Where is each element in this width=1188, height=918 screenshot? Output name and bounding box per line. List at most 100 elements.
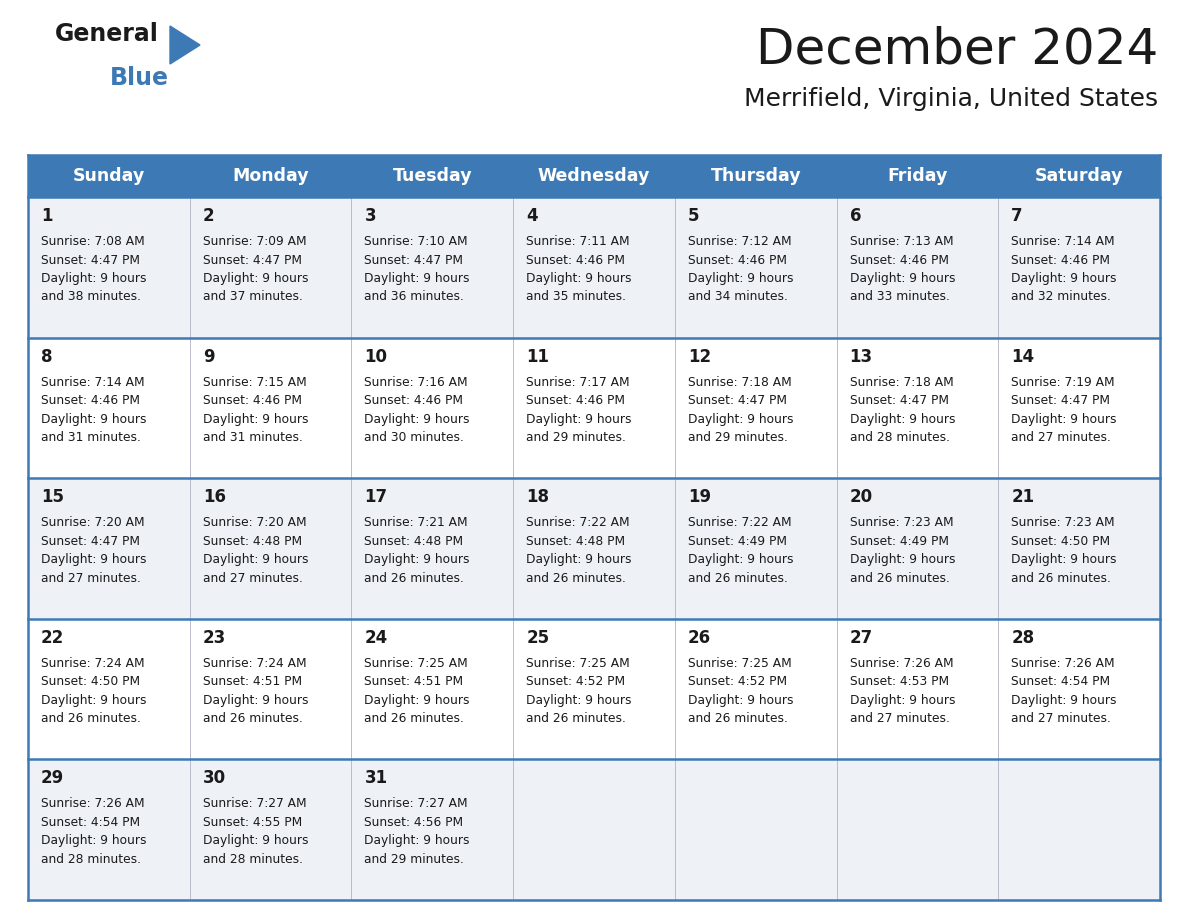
- Text: Sunrise: 7:25 AM: Sunrise: 7:25 AM: [688, 656, 791, 670]
- Text: Daylight: 9 hours: Daylight: 9 hours: [42, 834, 146, 847]
- Text: Sunset: 4:46 PM: Sunset: 4:46 PM: [526, 394, 625, 407]
- Text: Sunrise: 7:26 AM: Sunrise: 7:26 AM: [42, 798, 145, 811]
- Text: and 34 minutes.: and 34 minutes.: [688, 290, 788, 304]
- Text: Blue: Blue: [110, 66, 169, 90]
- Text: Sunrise: 7:20 AM: Sunrise: 7:20 AM: [42, 516, 145, 529]
- Text: Sunrise: 7:21 AM: Sunrise: 7:21 AM: [365, 516, 468, 529]
- Text: Sunrise: 7:24 AM: Sunrise: 7:24 AM: [203, 656, 307, 670]
- Text: 12: 12: [688, 348, 710, 365]
- Text: and 26 minutes.: and 26 minutes.: [688, 572, 788, 585]
- Text: Sunrise: 7:13 AM: Sunrise: 7:13 AM: [849, 235, 953, 248]
- Text: and 26 minutes.: and 26 minutes.: [688, 712, 788, 725]
- Text: Daylight: 9 hours: Daylight: 9 hours: [365, 694, 470, 707]
- Text: Sunrise: 7:27 AM: Sunrise: 7:27 AM: [365, 798, 468, 811]
- Text: Sunset: 4:49 PM: Sunset: 4:49 PM: [849, 534, 948, 548]
- Text: and 36 minutes.: and 36 minutes.: [365, 290, 465, 304]
- Text: and 29 minutes.: and 29 minutes.: [688, 431, 788, 444]
- Text: Sunrise: 7:18 AM: Sunrise: 7:18 AM: [849, 375, 953, 388]
- Text: Sunset: 4:52 PM: Sunset: 4:52 PM: [526, 676, 625, 688]
- Text: Sunset: 4:54 PM: Sunset: 4:54 PM: [1011, 676, 1111, 688]
- Text: Sunrise: 7:14 AM: Sunrise: 7:14 AM: [42, 375, 145, 388]
- Text: Sunset: 4:50 PM: Sunset: 4:50 PM: [42, 676, 140, 688]
- Text: Sunset: 4:55 PM: Sunset: 4:55 PM: [203, 816, 302, 829]
- Text: 25: 25: [526, 629, 549, 647]
- Text: Daylight: 9 hours: Daylight: 9 hours: [365, 554, 470, 566]
- Text: Daylight: 9 hours: Daylight: 9 hours: [365, 412, 470, 426]
- Text: and 29 minutes.: and 29 minutes.: [526, 431, 626, 444]
- Text: 26: 26: [688, 629, 710, 647]
- Text: Sunset: 4:47 PM: Sunset: 4:47 PM: [688, 394, 786, 407]
- Text: 29: 29: [42, 769, 64, 788]
- Text: Sunrise: 7:12 AM: Sunrise: 7:12 AM: [688, 235, 791, 248]
- Text: and 37 minutes.: and 37 minutes.: [203, 290, 303, 304]
- Text: and 28 minutes.: and 28 minutes.: [42, 853, 141, 866]
- Text: Friday: Friday: [887, 167, 948, 185]
- Text: and 26 minutes.: and 26 minutes.: [526, 712, 626, 725]
- Text: Sunrise: 7:24 AM: Sunrise: 7:24 AM: [42, 656, 145, 670]
- Text: 8: 8: [42, 348, 52, 365]
- Text: Tuesday: Tuesday: [392, 167, 472, 185]
- Text: and 27 minutes.: and 27 minutes.: [1011, 712, 1111, 725]
- Text: Sunrise: 7:26 AM: Sunrise: 7:26 AM: [849, 656, 953, 670]
- Text: Daylight: 9 hours: Daylight: 9 hours: [42, 272, 146, 285]
- Text: Sunset: 4:46 PM: Sunset: 4:46 PM: [688, 253, 786, 266]
- Text: Daylight: 9 hours: Daylight: 9 hours: [42, 694, 146, 707]
- Text: Daylight: 9 hours: Daylight: 9 hours: [849, 554, 955, 566]
- Text: and 26 minutes.: and 26 minutes.: [365, 712, 465, 725]
- Text: Saturday: Saturday: [1035, 167, 1124, 185]
- Text: Sunset: 4:46 PM: Sunset: 4:46 PM: [42, 394, 140, 407]
- Text: Sunset: 4:47 PM: Sunset: 4:47 PM: [365, 253, 463, 266]
- Bar: [29, 155, 1159, 197]
- Text: Daylight: 9 hours: Daylight: 9 hours: [526, 412, 632, 426]
- Text: Daylight: 9 hours: Daylight: 9 hours: [1011, 554, 1117, 566]
- Text: Sunrise: 7:22 AM: Sunrise: 7:22 AM: [688, 516, 791, 529]
- Text: and 28 minutes.: and 28 minutes.: [849, 431, 949, 444]
- Text: and 26 minutes.: and 26 minutes.: [849, 572, 949, 585]
- Text: and 27 minutes.: and 27 minutes.: [203, 572, 303, 585]
- Text: Daylight: 9 hours: Daylight: 9 hours: [203, 554, 308, 566]
- Text: 2: 2: [203, 207, 214, 225]
- Bar: [29, 338, 1159, 478]
- Text: and 26 minutes.: and 26 minutes.: [203, 712, 303, 725]
- Bar: [29, 619, 1159, 759]
- Text: Merrifield, Virginia, United States: Merrifield, Virginia, United States: [744, 87, 1158, 111]
- Text: Sunset: 4:46 PM: Sunset: 4:46 PM: [526, 253, 625, 266]
- Text: Sunrise: 7:11 AM: Sunrise: 7:11 AM: [526, 235, 630, 248]
- Text: Daylight: 9 hours: Daylight: 9 hours: [688, 694, 794, 707]
- Text: 9: 9: [203, 348, 214, 365]
- Text: Sunset: 4:47 PM: Sunset: 4:47 PM: [203, 253, 302, 266]
- Text: 17: 17: [365, 488, 387, 506]
- Text: Sunrise: 7:23 AM: Sunrise: 7:23 AM: [1011, 516, 1114, 529]
- Text: Sunrise: 7:26 AM: Sunrise: 7:26 AM: [1011, 656, 1114, 670]
- Text: Sunset: 4:46 PM: Sunset: 4:46 PM: [203, 394, 302, 407]
- Text: Sunset: 4:52 PM: Sunset: 4:52 PM: [688, 676, 786, 688]
- Text: Sunset: 4:50 PM: Sunset: 4:50 PM: [1011, 534, 1111, 548]
- Text: Sunset: 4:46 PM: Sunset: 4:46 PM: [849, 253, 948, 266]
- Text: and 32 minutes.: and 32 minutes.: [1011, 290, 1111, 304]
- Text: 28: 28: [1011, 629, 1035, 647]
- Text: Sunset: 4:54 PM: Sunset: 4:54 PM: [42, 816, 140, 829]
- Text: Daylight: 9 hours: Daylight: 9 hours: [42, 554, 146, 566]
- Text: and 31 minutes.: and 31 minutes.: [42, 431, 141, 444]
- Text: Sunrise: 7:25 AM: Sunrise: 7:25 AM: [365, 656, 468, 670]
- Text: Sunrise: 7:10 AM: Sunrise: 7:10 AM: [365, 235, 468, 248]
- Bar: [29, 478, 1159, 619]
- Text: and 33 minutes.: and 33 minutes.: [849, 290, 949, 304]
- Text: Daylight: 9 hours: Daylight: 9 hours: [526, 694, 632, 707]
- Text: and 31 minutes.: and 31 minutes.: [203, 431, 303, 444]
- Text: 16: 16: [203, 488, 226, 506]
- Text: Sunday: Sunday: [72, 167, 145, 185]
- Text: Daylight: 9 hours: Daylight: 9 hours: [1011, 412, 1117, 426]
- Text: Daylight: 9 hours: Daylight: 9 hours: [849, 694, 955, 707]
- Text: 7: 7: [1011, 207, 1023, 225]
- Text: Sunset: 4:51 PM: Sunset: 4:51 PM: [365, 676, 463, 688]
- Text: 31: 31: [365, 769, 387, 788]
- Text: Sunrise: 7:16 AM: Sunrise: 7:16 AM: [365, 375, 468, 388]
- Text: and 27 minutes.: and 27 minutes.: [849, 712, 949, 725]
- Text: Sunrise: 7:18 AM: Sunrise: 7:18 AM: [688, 375, 791, 388]
- Text: and 27 minutes.: and 27 minutes.: [1011, 431, 1111, 444]
- Text: Daylight: 9 hours: Daylight: 9 hours: [203, 412, 308, 426]
- Text: Daylight: 9 hours: Daylight: 9 hours: [688, 554, 794, 566]
- Text: 21: 21: [1011, 488, 1035, 506]
- Text: Daylight: 9 hours: Daylight: 9 hours: [526, 554, 632, 566]
